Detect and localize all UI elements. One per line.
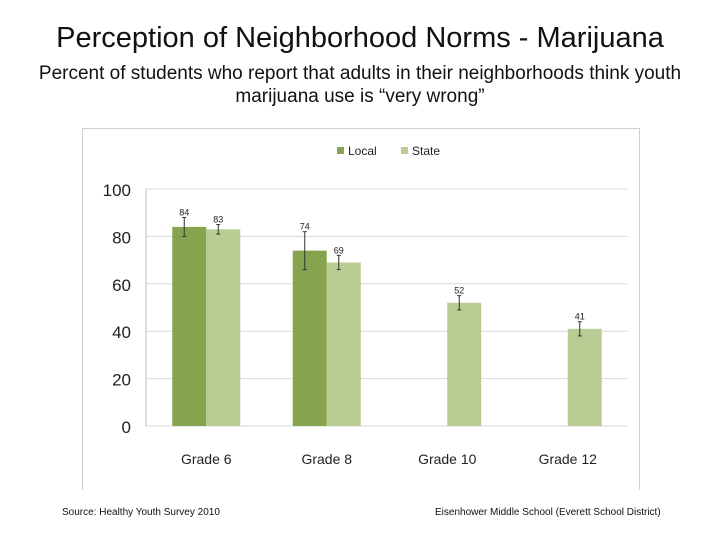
x-tick-label: Grade 12 — [539, 451, 598, 467]
data-label: 52 — [454, 286, 464, 296]
legend-label: State — [412, 144, 440, 158]
legend-label: Local — [348, 144, 377, 158]
data-label: 83 — [213, 215, 223, 225]
y-tick-label: 60 — [112, 276, 131, 295]
district-note: Eisenhower Middle School (Everett School… — [435, 507, 661, 518]
data-label: 69 — [334, 245, 344, 255]
bar-state — [206, 229, 241, 426]
y-tick-label: 20 — [112, 371, 131, 390]
legend-swatch — [401, 147, 408, 154]
source-note: Source: Healthy Youth Survey 2010 — [62, 507, 220, 518]
chart-frame — [82, 128, 640, 490]
legend-swatch — [337, 147, 344, 154]
bar-local — [172, 226, 207, 426]
page-title: Perception of Neighborhood Norms - Marij… — [56, 22, 664, 54]
data-label: 41 — [575, 312, 585, 322]
x-tick-label: Grade 10 — [418, 451, 477, 467]
bar-local — [292, 250, 327, 426]
y-tick-label: 0 — [122, 418, 131, 437]
x-tick-label: Grade 8 — [301, 451, 352, 467]
page-subtitle: Percent of students who report that adul… — [38, 63, 682, 107]
data-label: 74 — [300, 222, 310, 232]
y-tick-label: 40 — [112, 323, 131, 342]
bar-state — [447, 302, 482, 426]
bar-state — [567, 328, 602, 426]
y-tick-label: 80 — [112, 228, 131, 247]
x-tick-label: Grade 6 — [181, 451, 232, 467]
y-tick-label: 100 — [103, 181, 131, 200]
bar-state — [326, 262, 361, 426]
data-label: 84 — [179, 207, 189, 217]
